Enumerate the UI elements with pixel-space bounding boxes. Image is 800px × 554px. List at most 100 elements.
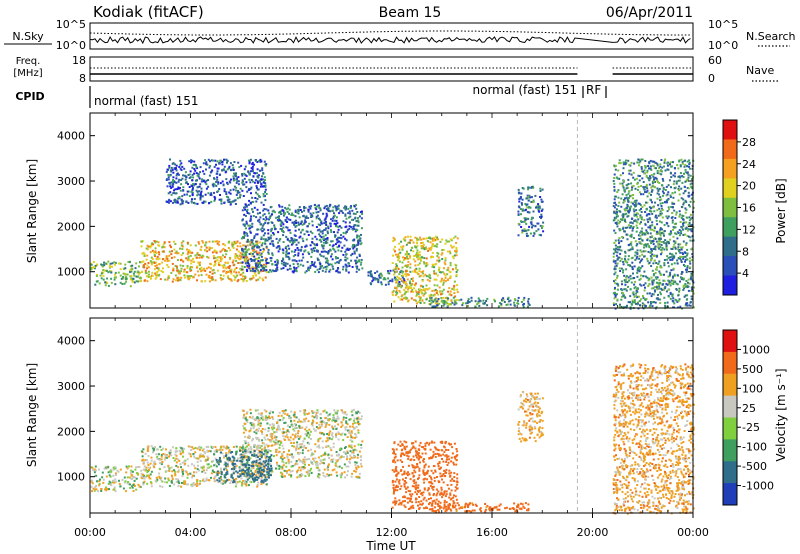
heatmap-cell — [619, 182, 622, 185]
heatmap-cell — [270, 270, 273, 273]
heatmap-cell — [205, 168, 207, 171]
heatmap-cell — [650, 193, 652, 196]
heatmap-cell — [669, 252, 672, 255]
heatmap-cell — [339, 241, 342, 244]
heatmap-cell — [623, 188, 626, 191]
heatmap-cell — [435, 278, 438, 281]
heatmap-cell — [433, 237, 436, 239]
heatmap-cell — [262, 181, 265, 184]
heatmap-cell — [306, 261, 309, 263]
heatmap-cell — [617, 219, 620, 222]
heatmap-cell — [169, 169, 172, 172]
heatmap-cell — [447, 266, 450, 269]
heatmap-cell — [189, 267, 192, 270]
heatmap-cell — [248, 265, 251, 268]
heatmap-cell — [209, 267, 212, 270]
heatmap-cell — [250, 186, 253, 189]
heatmap-cell — [630, 182, 633, 185]
heatmap-cell — [402, 278, 405, 280]
heatmap-cell — [168, 166, 171, 169]
heatmap-cell — [251, 239, 254, 242]
heatmap-cell — [186, 275, 189, 278]
heatmap-cell — [340, 226, 343, 229]
heatmap-cell — [129, 265, 132, 268]
heatmap-cell — [616, 288, 619, 291]
heatmap-cell — [101, 476, 104, 479]
heatmap-cell — [262, 263, 265, 266]
heatmap-cell — [687, 223, 690, 226]
heatmap-cell — [626, 203, 629, 206]
heatmap-cell — [239, 267, 242, 270]
heatmap-cell — [645, 208, 648, 211]
heatmap-cell — [354, 259, 357, 262]
heatmap-cell — [217, 167, 220, 170]
heatmap-cell — [209, 277, 212, 279]
heatmap-cell — [630, 243, 633, 246]
heatmap-cell — [620, 205, 623, 208]
heatmap-cell — [285, 250, 288, 253]
heatmap-cell — [636, 296, 639, 299]
heatmap-cell — [649, 159, 652, 162]
heatmap-cell — [215, 184, 218, 187]
heatmap-cell — [664, 285, 667, 288]
heatmap-cell — [264, 265, 267, 268]
heatmap-cell — [520, 226, 523, 228]
heatmap-cell — [360, 233, 362, 236]
heatmap-cell — [337, 225, 340, 228]
heatmap-cell — [259, 249, 262, 252]
heatmap-cell — [337, 271, 340, 274]
heatmap-cell — [622, 216, 624, 219]
heatmap-cell — [623, 295, 626, 298]
heatmap-cell — [629, 288, 632, 291]
heatmap-cell — [639, 158, 642, 161]
heatmap-cell — [185, 181, 188, 184]
heatmap-cell — [201, 466, 204, 469]
heatmap-cell — [445, 297, 447, 299]
heatmap-cell — [612, 302, 615, 305]
heatmap-cell — [636, 215, 639, 218]
heatmap-cell — [380, 281, 383, 284]
heatmap-cell — [441, 277, 443, 280]
heatmap-cell — [239, 245, 242, 248]
heatmap-cell — [205, 246, 208, 249]
station-title: Kodiak (fitACF) — [93, 3, 204, 21]
heatmap-cell — [529, 232, 532, 235]
heatmap-cell — [223, 467, 226, 470]
heatmap-cell — [330, 253, 333, 256]
heatmap-cell — [177, 279, 180, 282]
heatmap-cell — [204, 472, 207, 474]
heatmap-cell — [624, 283, 627, 286]
heatmap-cell — [231, 243, 234, 246]
heatmap-cell — [644, 166, 647, 169]
heatmap-cell — [160, 453, 163, 456]
heatmap-cell — [403, 297, 405, 300]
heatmap-cell — [292, 263, 295, 266]
heatmap-cell — [219, 182, 222, 185]
heatmap-cell — [159, 478, 162, 481]
heatmap-cell — [618, 267, 621, 270]
heatmap-cell — [428, 294, 431, 297]
heatmap-cell — [111, 262, 114, 265]
heatmap-cell — [644, 250, 647, 253]
heatmap-cell — [616, 283, 619, 286]
heatmap-cell — [653, 246, 656, 249]
heatmap-cell — [191, 166, 194, 169]
heatmap-cell — [202, 466, 205, 469]
heatmap-cell — [342, 268, 344, 271]
heatmap-cell — [228, 191, 231, 194]
heatmap-cell — [260, 238, 263, 241]
heatmap-cell — [300, 248, 303, 251]
heatmap-cell — [254, 197, 257, 199]
heatmap-cell — [522, 305, 525, 308]
heatmap-cell — [627, 178, 630, 181]
heatmap-cell — [659, 272, 662, 275]
heatmap-cell — [182, 252, 185, 255]
heatmap-cell — [191, 194, 194, 197]
heatmap-cell — [158, 244, 161, 247]
heatmap-cell — [189, 453, 192, 456]
heatmap-cell — [179, 163, 182, 166]
heatmap-cell — [198, 190, 201, 193]
heatmap-cell — [260, 223, 263, 226]
heatmap-cell — [205, 183, 208, 186]
heatmap-cell — [228, 449, 231, 452]
